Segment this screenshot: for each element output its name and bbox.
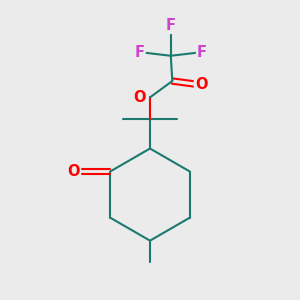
Text: F: F <box>135 45 145 60</box>
Text: O: O <box>68 164 80 179</box>
Text: O: O <box>195 76 207 92</box>
Text: F: F <box>197 45 207 60</box>
Text: F: F <box>166 18 176 33</box>
Text: O: O <box>133 90 146 105</box>
